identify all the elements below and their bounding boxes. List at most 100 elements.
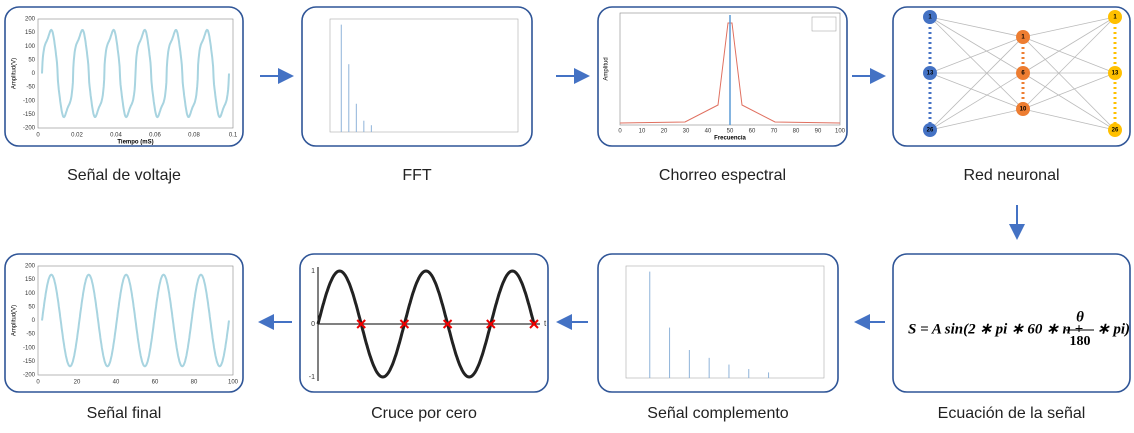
node-box [301,6,533,147]
tick-label: -50 [26,85,35,91]
equation: ∗ pi) [1097,321,1130,337]
neuron-label: 13 [1112,71,1119,77]
node-label: Chorreo espectral [659,167,786,184]
tick-label: 40 [113,380,120,386]
connection [929,16,1024,38]
equation: 180 [1070,334,1091,349]
node-box [4,6,244,147]
axis-label: Frecuencia [714,136,746,142]
tick-label: 100 [835,129,846,135]
connection [929,72,1024,131]
tick-label: 80 [191,380,198,386]
tick-label: 50 [727,129,734,135]
tick-label: 0 [32,318,36,324]
tick-label: 100 [25,44,36,50]
zero-cross [529,319,539,329]
tick-label: 10 [639,129,646,135]
node-label: Señal complemento [647,405,789,422]
tick-label: 0.02 [71,133,83,139]
tick-label: 0.08 [188,133,200,139]
tick-label: 0 [32,71,36,77]
tick-label: 50 [28,304,35,310]
arrows [258,68,1025,330]
axis-label: Amplitud [604,57,610,80]
axis-label: Tiempo (mS) [117,140,153,146]
connection [929,72,1024,110]
neuron-label: 1 [1021,35,1025,41]
legend [811,16,837,32]
neuron-label: 26 [1112,128,1119,134]
node-label: Red neuronal [963,167,1059,184]
connection [929,36,1024,74]
node-label: FFT [402,167,432,184]
tick-label: 0 [36,133,40,139]
connection [1022,36,1116,131]
node-box [597,253,839,393]
equation: θ [1076,309,1084,325]
tick-label: 150 [25,277,36,283]
tick-label: -150 [23,359,36,365]
node-box [892,253,1131,393]
node-box [299,253,549,393]
connection [1022,36,1116,74]
node-label: Señal final [87,405,162,422]
tick-label: 0.1 [229,133,238,139]
connection [1022,72,1116,131]
neuron [1016,30,1030,44]
tick-label: -200 [23,126,36,132]
connection [1022,16,1116,110]
neuron-label: 1 [928,15,932,21]
tick-label: 0.06 [149,133,161,139]
neuron-label: 1 [1113,15,1117,21]
tick-label: 200 [25,17,36,23]
axis-label: Amplitud(V) [12,305,18,336]
tick-label: 20 [661,129,668,135]
plot-area [625,265,825,379]
tick-label: 0 [618,129,622,135]
node-box [4,253,244,393]
tick-label: -100 [23,98,36,104]
tick-label: 0.04 [110,133,122,139]
zero-cross [356,319,366,329]
tick-label: 50 [28,57,35,63]
connection [929,36,1024,131]
tick-label: 90 [815,129,822,135]
zero-cross [399,319,410,329]
neuron [1108,123,1122,137]
tick-label: -150 [23,112,36,118]
node-label: Ecuación de la señal [938,405,1086,422]
neuron [923,66,937,80]
connection [929,16,1024,74]
neuron [923,10,937,24]
connection [1022,16,1116,74]
tick-label: t [544,319,547,328]
node-label: Señal de voltaje [67,167,181,184]
neuron [923,123,937,137]
tick-label: 100 [228,380,239,386]
waveform [41,28,230,119]
zero-cross [442,319,453,329]
neuron [1108,10,1122,24]
sine [316,269,536,379]
neuron-label: 26 [927,128,934,134]
tick-label: 0 [36,380,40,386]
tick-label: -1 [309,374,315,381]
tick-label: 0 [311,321,315,328]
tick-label: 20 [74,380,81,386]
tick-label: -100 [23,345,36,351]
node-box [597,6,848,147]
plot-area [37,265,234,376]
tick-label: 80 [793,129,800,135]
tick-label: 1 [311,268,315,275]
axis-label: Amplitud(V) [12,58,18,89]
tick-label: 60 [749,129,756,135]
node-label: Cruce por cero [371,405,477,422]
neuron [1016,102,1030,116]
zero-cross [486,319,496,329]
plot-area [37,18,234,129]
connection [1022,108,1116,131]
neuron-label: 6 [1021,71,1025,77]
tick-label: 100 [25,291,36,297]
neuron [1016,66,1030,80]
